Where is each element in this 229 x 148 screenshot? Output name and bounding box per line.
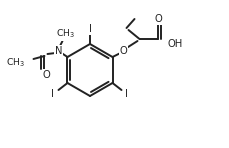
Text: I: I [88,24,91,34]
Text: CH$_3$: CH$_3$ [6,57,25,69]
Text: O: O [154,14,162,24]
Text: O: O [119,46,127,56]
Text: I: I [51,89,54,99]
Text: I: I [125,89,127,99]
Text: O: O [42,70,50,80]
Text: OH: OH [167,39,182,49]
Text: N: N [55,46,62,56]
Text: CH$_3$: CH$_3$ [56,28,75,40]
